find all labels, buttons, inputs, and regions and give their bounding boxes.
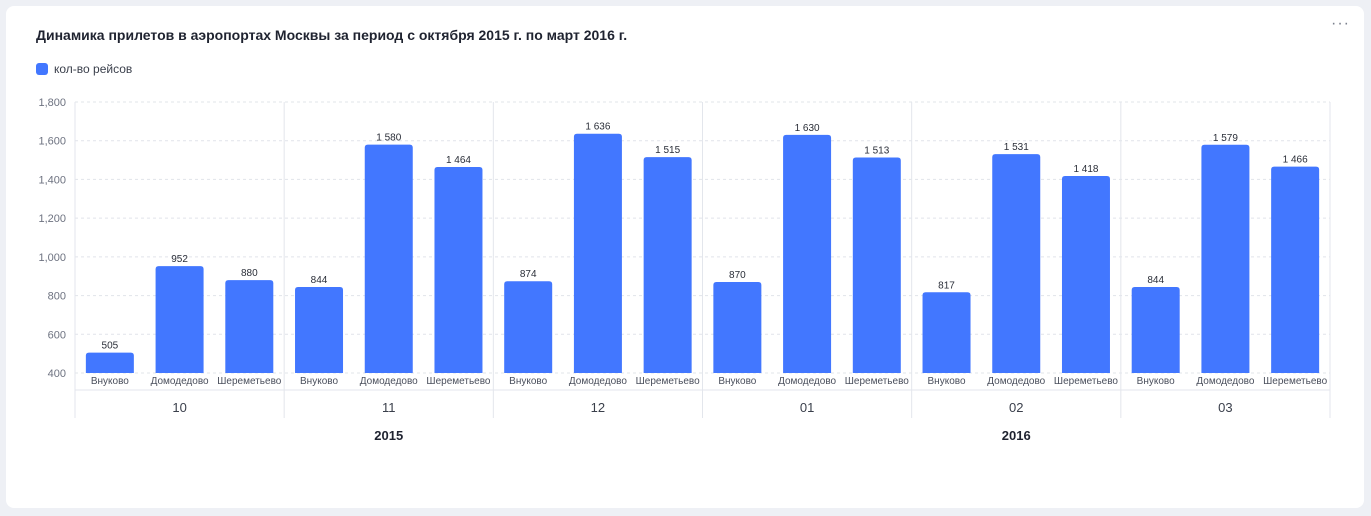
x-category-label: Домодедово bbox=[778, 376, 836, 387]
bar bbox=[1131, 287, 1180, 373]
bar bbox=[1271, 166, 1320, 373]
bar bbox=[713, 282, 762, 373]
x-category-label: Внуково bbox=[91, 376, 129, 387]
bar-value-label: 1 515 bbox=[655, 145, 680, 156]
bar-value-label: 1 579 bbox=[1213, 133, 1238, 144]
x-category-label: Домодедово bbox=[151, 376, 209, 387]
x-category-label: Шереметьево bbox=[845, 376, 910, 387]
year-label: 2015 bbox=[374, 428, 403, 443]
y-tick-label: 800 bbox=[48, 291, 66, 303]
month-label: 02 bbox=[1009, 400, 1023, 415]
bar bbox=[783, 134, 832, 373]
bar-value-label: 1 513 bbox=[864, 146, 889, 157]
bar-value-label: 952 bbox=[171, 254, 188, 265]
bar-value-label: 880 bbox=[241, 268, 258, 279]
bar-value-label: 817 bbox=[938, 280, 955, 291]
x-category-label: Домодедово bbox=[1196, 376, 1254, 387]
bar bbox=[295, 287, 344, 373]
bar-value-label: 1 531 bbox=[1004, 142, 1029, 153]
month-label: 03 bbox=[1218, 400, 1232, 415]
legend-swatch bbox=[36, 63, 48, 75]
y-tick-label: 1,200 bbox=[38, 213, 66, 225]
bar bbox=[85, 352, 134, 373]
bar bbox=[643, 157, 692, 373]
bar-value-label: 505 bbox=[102, 341, 119, 352]
month-label: 11 bbox=[382, 400, 396, 415]
x-category-label: Шереметьево bbox=[426, 376, 491, 387]
bar-value-label: 1 418 bbox=[1073, 164, 1098, 175]
x-category-label: Внуково bbox=[928, 376, 966, 387]
legend[interactable]: кол-во рейсов bbox=[36, 62, 132, 76]
bar-value-label: 844 bbox=[311, 275, 328, 286]
more-options-icon[interactable]: ··· bbox=[1331, 15, 1350, 32]
bar-value-label: 1 464 bbox=[446, 155, 471, 166]
bar-value-label: 1 636 bbox=[585, 122, 610, 133]
bar bbox=[225, 280, 274, 373]
x-category-label: Шереметьево bbox=[1263, 376, 1328, 387]
chart-title: Динамика прилетов в аэропортах Москвы за… bbox=[36, 27, 628, 43]
y-tick-label: 600 bbox=[48, 329, 66, 341]
y-tick-label: 400 bbox=[48, 368, 66, 380]
bar-value-label: 844 bbox=[1147, 275, 1164, 286]
y-tick-label: 1,800 bbox=[38, 97, 66, 109]
year-label: 2016 bbox=[1002, 428, 1031, 443]
bar bbox=[1201, 144, 1250, 373]
x-category-label: Шереметьево bbox=[636, 376, 701, 387]
y-tick-label: 1,600 bbox=[38, 136, 66, 148]
x-category-label: Домодедово bbox=[569, 376, 627, 387]
x-category-label: Шереметьево bbox=[217, 376, 282, 387]
y-tick-label: 1,400 bbox=[38, 174, 66, 186]
bar bbox=[852, 157, 901, 373]
x-category-label: Домодедово bbox=[987, 376, 1045, 387]
month-label: 01 bbox=[800, 400, 814, 415]
bar-value-label: 1 466 bbox=[1283, 155, 1308, 166]
bar-value-label: 1 630 bbox=[795, 123, 820, 134]
x-category-label: Домодедово bbox=[360, 376, 418, 387]
x-category-label: Шереметьево bbox=[1054, 376, 1119, 387]
month-label: 12 bbox=[591, 400, 605, 415]
x-category-label: Внуково bbox=[1137, 376, 1175, 387]
bar bbox=[1061, 175, 1110, 373]
x-category-label: Внуково bbox=[300, 376, 338, 387]
x-category-label: Внуково bbox=[509, 376, 547, 387]
bar bbox=[434, 167, 483, 373]
y-tick-label: 1,000 bbox=[38, 252, 66, 264]
bar bbox=[155, 266, 204, 373]
bar-value-label: 874 bbox=[520, 269, 537, 280]
bar bbox=[364, 144, 413, 373]
bar-value-label: 870 bbox=[729, 270, 746, 281]
bar bbox=[922, 292, 971, 373]
bar-value-label: 1 580 bbox=[376, 133, 401, 144]
bar bbox=[573, 133, 622, 373]
bar bbox=[992, 154, 1041, 373]
x-category-label: Внуково bbox=[718, 376, 756, 387]
legend-label: кол-во рейсов bbox=[54, 62, 133, 76]
month-label: 10 bbox=[172, 400, 186, 415]
bar bbox=[504, 281, 553, 373]
